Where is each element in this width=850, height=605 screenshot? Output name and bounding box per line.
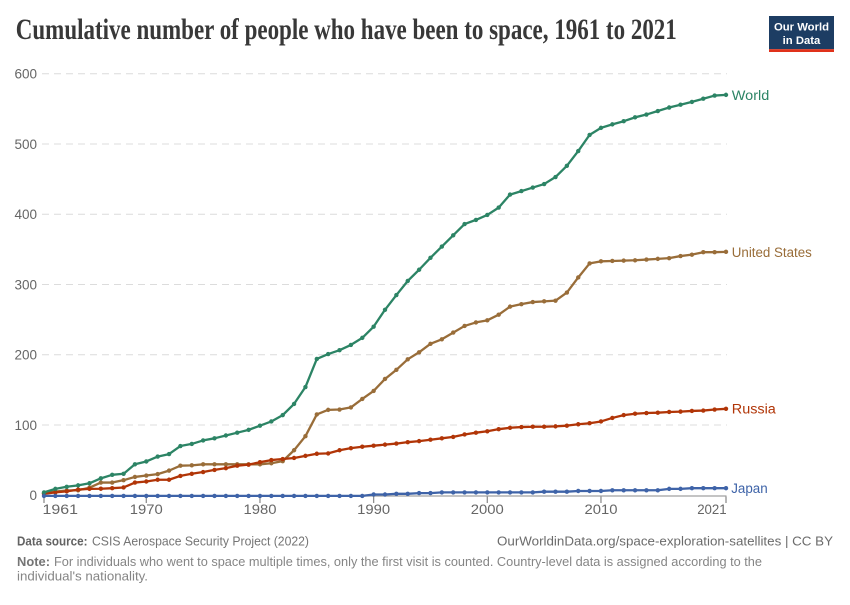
svg-text:500: 500 xyxy=(14,137,37,152)
svg-text:200: 200 xyxy=(14,348,37,363)
svg-text:Japan: Japan xyxy=(731,481,768,496)
svg-text:Russia: Russia xyxy=(732,401,777,416)
svg-text:Data source:: Data source: xyxy=(17,534,88,549)
svg-text:100: 100 xyxy=(14,418,37,433)
svg-text:1990: 1990 xyxy=(357,502,390,517)
svg-text:1970: 1970 xyxy=(130,502,163,517)
svg-text:0: 0 xyxy=(29,488,37,503)
svg-text:2021: 2021 xyxy=(697,502,727,517)
svg-text:400: 400 xyxy=(14,207,37,222)
svg-text:Note:: Note: xyxy=(17,554,50,569)
svg-text:individual's nationality.: individual's nationality. xyxy=(17,569,148,584)
svg-text:Our World: Our World xyxy=(774,22,829,34)
svg-text:300: 300 xyxy=(14,277,37,292)
svg-text:CSIS Aerospace Security Projec: CSIS Aerospace Security Project (2022) xyxy=(92,534,309,549)
svg-text:2010: 2010 xyxy=(584,502,617,517)
svg-text:2000: 2000 xyxy=(471,502,504,517)
svg-text:Cumulative number of people wh: Cumulative number of people who have bee… xyxy=(16,14,677,46)
svg-text:World: World xyxy=(732,88,770,103)
svg-text:600: 600 xyxy=(14,67,37,82)
svg-text:1961: 1961 xyxy=(43,502,79,517)
svg-text:For individuals who went to sp: For individuals who went to space multip… xyxy=(54,554,762,569)
svg-text:OurWorldinData.org/space-explo: OurWorldinData.org/space-exploration-sat… xyxy=(497,534,833,549)
svg-text:1980: 1980 xyxy=(243,502,276,517)
svg-text:United States: United States xyxy=(732,245,812,260)
svg-text:in Data: in Data xyxy=(783,35,821,47)
